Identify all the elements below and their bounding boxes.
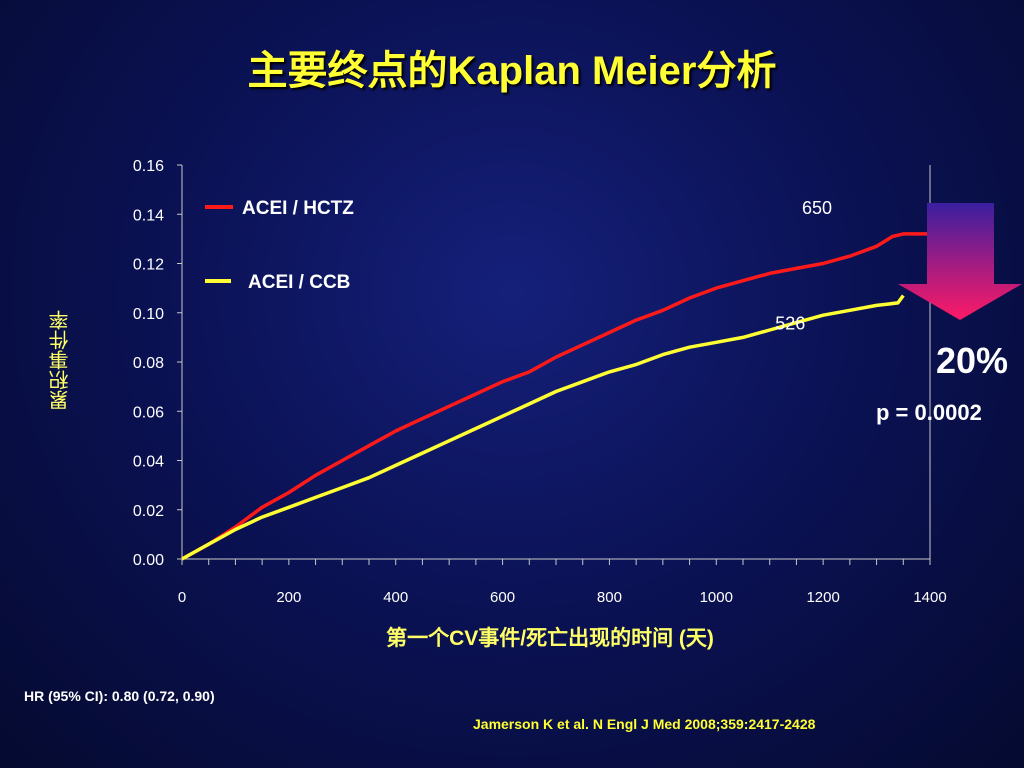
x-tick-label: 200 bbox=[276, 589, 301, 606]
hazard-ratio-note: HR (95% CI): 0.80 (0.72, 0.90) bbox=[24, 688, 215, 704]
chart-series: 650 526 bbox=[181, 198, 930, 561]
x-tick-label: 1400 bbox=[913, 589, 946, 606]
legend-label: ACEI / HCTZ bbox=[242, 198, 354, 219]
series-end-label: 650 bbox=[802, 198, 832, 218]
x-tick-label: 400 bbox=[383, 589, 408, 606]
page-title: 主要终点的Kaplan Meier分析 bbox=[247, 49, 777, 93]
y-tick-label: 0.14 bbox=[133, 207, 164, 224]
x-tick-label: 800 bbox=[597, 589, 622, 606]
x-tick-label: 1000 bbox=[700, 589, 733, 606]
y-tick-label: 0.00 bbox=[133, 552, 164, 569]
reduction-percent: 20% bbox=[936, 340, 1009, 381]
legend-label: ACEI / CCB bbox=[248, 272, 350, 293]
y-axis-label: 累积事件率 bbox=[50, 310, 72, 410]
y-tick-label: 0.04 bbox=[133, 454, 164, 471]
chart-legend: ACEI / HCTZ ACEI / CCB bbox=[205, 198, 354, 293]
y-tick-label: 0.06 bbox=[133, 404, 164, 421]
series-end-label: 526 bbox=[775, 314, 805, 334]
x-tick-label: 600 bbox=[490, 589, 515, 606]
y-tick-label: 0.10 bbox=[133, 306, 164, 323]
series-line-acei-ccb bbox=[181, 294, 905, 561]
series-line-acei-hctz bbox=[181, 232, 930, 561]
citation: Jamerson K et al. N Engl J Med 2008;359:… bbox=[473, 716, 816, 732]
y-tick-label: 0.16 bbox=[133, 158, 164, 175]
y-tick-label: 0.02 bbox=[133, 503, 164, 520]
x-axis-label: 第一个CV事件/死亡出现的时间 (天) bbox=[386, 627, 714, 650]
chart-axes: 0.00 0.02 0.04 0.06 0.08 0.10 0.12 0.14 0.16 0 200… bbox=[133, 158, 947, 606]
reduction-arrow bbox=[898, 203, 1022, 320]
x-tick-label: 1200 bbox=[806, 589, 839, 606]
x-tick-label: 0 bbox=[178, 589, 186, 606]
y-tick-label: 0.08 bbox=[133, 355, 164, 372]
y-tick-label: 0.12 bbox=[133, 257, 164, 274]
p-value: p = 0.0002 bbox=[876, 400, 982, 425]
